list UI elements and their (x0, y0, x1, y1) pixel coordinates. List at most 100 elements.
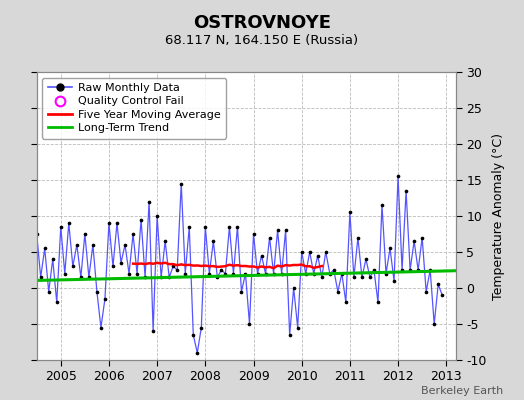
Point (133, 270, 141, 277)
Point (274, 227, 282, 234)
Point (418, 234, 427, 241)
Point (390, 278, 398, 284)
Point (277, 270, 286, 277)
Point (81, 231, 89, 237)
Point (382, 270, 390, 277)
Point (237, 288, 246, 295)
Point (16, 234, 25, 241)
Point (422, 288, 430, 295)
Point (325, 270, 334, 277)
Point (322, 249, 330, 255)
Point (346, 209, 354, 216)
Point (40, 245, 49, 252)
Point (161, 238, 169, 244)
Point (64, 220, 73, 226)
Point (13, 278, 21, 284)
Point (402, 188, 410, 194)
Point (289, 285, 298, 291)
Point (386, 245, 394, 252)
Legend: Raw Monthly Data, Quality Control Fail, Five Year Moving Average, Long-Term Tren: Raw Monthly Data, Quality Control Fail, … (42, 78, 226, 139)
Point (241, 270, 249, 277)
Point (249, 231, 258, 237)
Point (173, 267, 181, 273)
Point (434, 281, 442, 288)
Point (286, 332, 294, 338)
Point (350, 274, 358, 280)
Point (342, 299, 350, 306)
Point (105, 220, 113, 226)
Point (77, 274, 85, 280)
Point (358, 274, 366, 280)
Point (101, 296, 109, 302)
Point (121, 242, 129, 248)
Point (137, 216, 145, 223)
Point (305, 249, 314, 255)
Point (28, 281, 37, 288)
Point (269, 270, 278, 277)
Point (245, 321, 254, 327)
Point (265, 234, 274, 241)
Point (217, 267, 225, 273)
Point (229, 270, 237, 277)
Point (49, 256, 57, 262)
Text: Berkeley Earth: Berkeley Earth (421, 386, 503, 396)
Y-axis label: Temperature Anomaly (°C): Temperature Anomaly (°C) (492, 132, 505, 300)
Point (177, 180, 185, 187)
Point (370, 267, 378, 273)
Point (185, 224, 193, 230)
Point (298, 249, 306, 255)
Point (261, 270, 270, 277)
Point (233, 224, 242, 230)
Point (398, 267, 406, 273)
Point (157, 274, 166, 280)
Point (37, 274, 45, 280)
Point (374, 299, 382, 306)
Point (52, 299, 61, 306)
Point (366, 274, 374, 280)
Point (197, 324, 205, 331)
Point (394, 173, 402, 180)
Point (318, 274, 326, 280)
Point (85, 274, 93, 280)
Point (165, 274, 173, 280)
Point (129, 231, 137, 237)
Point (201, 224, 210, 230)
Point (125, 270, 133, 277)
Point (45, 288, 53, 295)
Point (334, 288, 342, 295)
Point (426, 267, 434, 273)
Point (205, 270, 214, 277)
Point (93, 288, 101, 295)
Point (257, 252, 266, 259)
Point (117, 260, 125, 266)
Point (32, 231, 41, 237)
Point (253, 270, 261, 277)
Point (301, 270, 310, 277)
Point (149, 328, 157, 334)
Point (430, 321, 439, 327)
Text: 68.117 N, 164.150 E (Russia): 68.117 N, 164.150 E (Russia) (166, 34, 358, 47)
Point (209, 238, 217, 244)
Point (189, 332, 198, 338)
Point (330, 267, 338, 273)
Point (153, 213, 161, 219)
Point (69, 263, 77, 270)
Point (181, 270, 190, 277)
Point (193, 350, 202, 356)
Point (169, 263, 178, 270)
Point (213, 274, 222, 280)
Point (25, 238, 33, 244)
Point (438, 292, 446, 298)
Point (89, 242, 97, 248)
Point (221, 270, 230, 277)
Point (310, 270, 318, 277)
Point (109, 263, 117, 270)
Point (57, 224, 65, 230)
Point (61, 270, 69, 277)
Point (97, 324, 105, 331)
Point (8, 252, 17, 259)
Point (313, 252, 322, 259)
Point (378, 202, 386, 208)
Point (141, 274, 149, 280)
Point (281, 227, 290, 234)
